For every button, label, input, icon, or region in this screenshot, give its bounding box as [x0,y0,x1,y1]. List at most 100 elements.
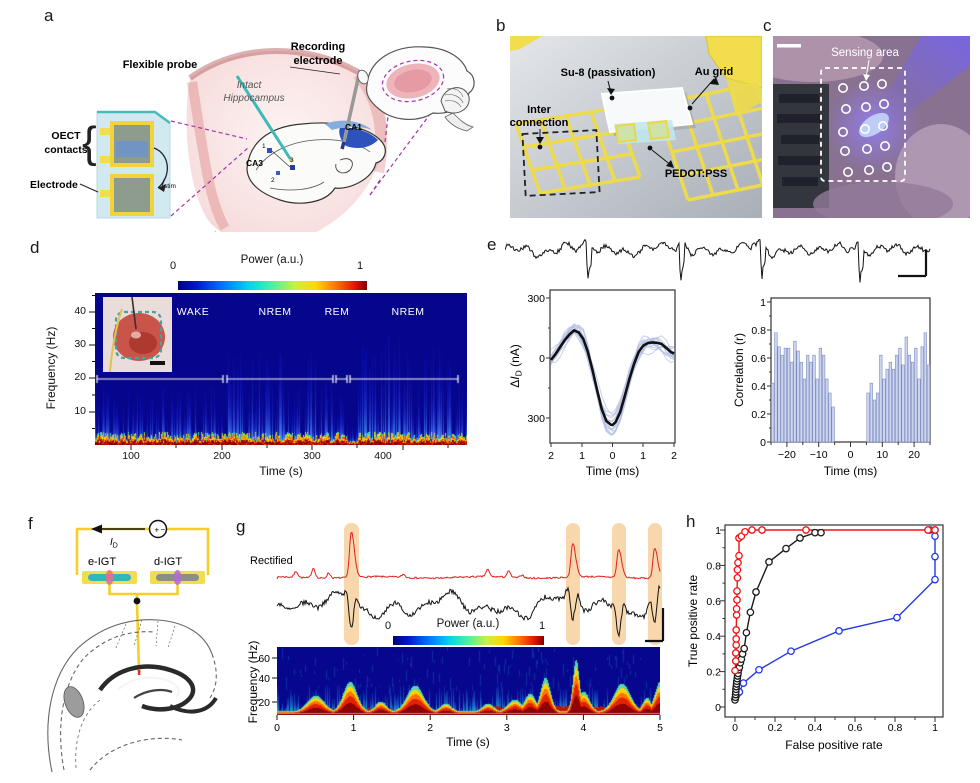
oect-channel [116,141,148,157]
state-rem: REM [324,306,350,318]
flexible-probe-shaft [235,75,293,161]
inset-glint [131,331,141,339]
d-yticks-marks [89,295,95,429]
corr-ytick-06: 0.6 [751,353,766,365]
panel-g: Rectified 60 40 20 0 1 2 3 4 5 Time (s) … [246,523,665,749]
site-num-1: 1 [262,143,266,150]
sensing-area-label: Sensing area [831,47,899,59]
contact-lead-top [100,128,113,135]
intact-label-1: Intact [237,80,263,91]
source-minus: − [161,525,166,534]
g-colorbar-max: 1 [539,620,546,632]
h-ytick-1: 1 [715,525,721,537]
corr-ytick-1: 1 [760,297,766,309]
panel-label-f: f [28,514,33,533]
corr-ytick-04: 0.4 [751,381,766,393]
e-waveform-chart: 300 0 300 2 1 0 1 2 Time (ms) ΔID (nA) [508,289,677,478]
au-grid-label: Au grid [695,66,734,78]
olfactory-bulb [357,69,369,85]
panel-c-photo: Sensing area [773,36,970,218]
ca1-label: CA1 [345,122,362,132]
pedot-square-right [646,119,671,141]
inset-wire [109,308,123,372]
electrode-pad [110,174,154,216]
recording-electrode-tip [340,141,346,150]
h-ylabel: True positive rate [686,575,700,668]
e-waveform-box [549,289,676,444]
h-xtick-02: 0.2 [768,722,783,734]
g-xtick-2: 2 [427,722,433,734]
light-beam [871,36,970,132]
e-left-xlabel: Time (ms) [586,464,640,478]
stim-site-3 [290,165,295,170]
e-left-ticks [546,297,675,447]
site-num-3: 3 [290,157,294,164]
istim-label: istim [162,178,176,190]
d-ylabel: Frequency (Hz) [44,326,58,410]
h-xtick-04: 0.4 [808,722,823,734]
current-source-icon [148,519,168,539]
d-colorbar-min: 0 [170,260,177,272]
corr-xlabel: Time (ms) [824,464,878,478]
istim-arrow [153,147,168,189]
electrode-lead [100,190,113,197]
panel-label-e: e [487,235,497,254]
d-ytick-40: 40 [74,305,86,317]
state-nrem1: NREM [258,306,292,318]
atlas-outline [47,619,217,773]
augrid-arrowhead [710,77,719,85]
circuit-board [773,84,829,208]
panel-a-schematic: Flexible probe Recording electrode Intac… [30,41,475,232]
roc-series [731,526,939,704]
h-xlabel: False positive rate [785,738,883,752]
pedot-label: PEDOT:PSS [665,168,727,180]
g-xlabel: Time (s) [446,735,490,749]
probe-tip [289,158,293,162]
site-num-2: 2 [271,177,275,184]
d-inset-photo [103,297,172,372]
dentate-curl [335,158,353,174]
g-ylabel: Frequency (Hz) [246,641,260,724]
corr-xtick-m20: −20 [778,449,796,461]
scale-bar [777,44,801,48]
stim-site-1 [267,148,272,153]
sensing-arrowhead [863,74,870,81]
h-xtick-1: 1 [932,722,938,734]
dashed-ellipse [381,59,445,103]
panel-label-c: c [763,16,772,35]
e-waveform-mean [550,328,675,427]
atlas-gray-nucleus [63,686,85,718]
h-xtick-08: 0.8 [888,722,903,734]
e-xtick-m2: 2 [548,450,554,462]
e-raw-trace [505,238,931,283]
e-trace-path [505,238,931,283]
junction-dot [133,597,141,605]
d-xticks-marks [130,445,449,450]
pedot-arrowhead [666,160,674,168]
d-ytick-30: 30 [74,338,86,350]
au-grid-right [654,82,762,202]
e-ytick-300bot: 300 [527,413,545,425]
g-colorbar [393,636,544,645]
corr-bars [771,332,931,443]
d-colorbar-title: Power (a.u.) [240,254,304,266]
inset-electrode [131,297,137,330]
panel-h-roc: 1 0.8 0.6 0.4 0.2 0 0 0.2 0.4 0.6 0.8 1 … [686,524,944,752]
rectified-label: Rectified [250,555,293,567]
g-axis-ticks [272,657,661,720]
g-rectified-path [276,531,661,580]
spectrogram-g-canvas [277,647,660,715]
panel-b-device-render: Su-8 (passivation) Au grid Inter connect… [510,36,762,218]
corr-xtick-20: 20 [908,449,920,461]
site-link-line [271,150,291,168]
h-ytick-06: 0.6 [706,596,721,608]
beam-core [859,112,889,138]
e-xtick-0: 0 [610,450,616,462]
g-colorbar-title: Power (a.u.) [436,618,500,630]
id-label: ID [110,537,118,550]
brainstem [444,112,474,132]
panel-label-d: d [30,238,40,257]
source-plus: + [155,526,160,535]
stim-site-2 [276,171,280,175]
e-ytick-300top: 300 [527,293,545,305]
